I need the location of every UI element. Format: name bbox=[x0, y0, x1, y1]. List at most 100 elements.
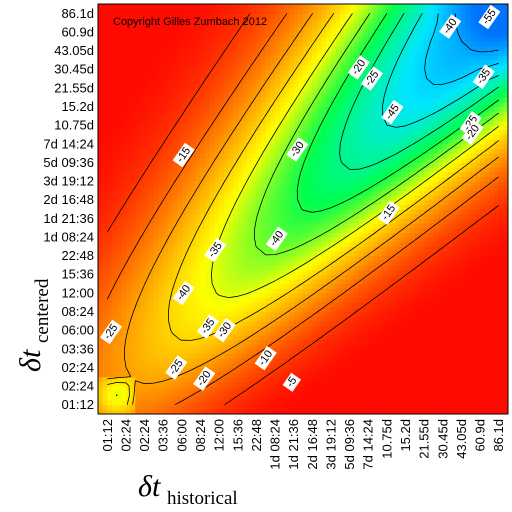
heatmap-cell bbox=[303, 222, 309, 229]
heatmap-cell bbox=[223, 92, 230, 98]
heatmap-cell bbox=[177, 241, 183, 247]
heatmap-cell bbox=[242, 59, 248, 66]
heatmap-cell bbox=[228, 106, 234, 112]
heatmap-cell bbox=[214, 395, 220, 401]
heatmap-cell bbox=[321, 381, 327, 387]
heatmap-cell bbox=[167, 358, 174, 364]
heatmap-cell bbox=[186, 386, 192, 392]
heatmap-cell bbox=[130, 171, 136, 177]
heatmap-cell bbox=[316, 302, 323, 308]
heatmap-cell bbox=[167, 334, 174, 341]
heatmap-cell bbox=[312, 27, 318, 33]
heatmap-cell bbox=[275, 358, 281, 364]
heatmap-cell bbox=[195, 153, 202, 159]
heatmap-cell bbox=[307, 325, 313, 331]
heatmap-cell bbox=[149, 73, 155, 80]
heatmap-cell bbox=[111, 334, 118, 341]
heatmap-cell bbox=[289, 325, 295, 331]
heatmap-cell bbox=[228, 8, 234, 14]
heatmap-cell bbox=[167, 330, 174, 336]
heatmap-cell bbox=[330, 45, 337, 52]
heatmap-cell bbox=[149, 59, 155, 66]
heatmap-cell bbox=[135, 390, 141, 396]
heatmap-cell bbox=[330, 199, 337, 205]
heatmap-cell bbox=[186, 87, 192, 94]
heatmap-cell bbox=[107, 59, 113, 66]
heatmap-cell bbox=[163, 190, 169, 196]
heatmap-cell bbox=[98, 227, 104, 233]
heatmap-cell bbox=[219, 120, 225, 126]
heatmap-cell bbox=[349, 120, 355, 126]
heatmap-cell bbox=[293, 83, 299, 89]
heatmap-cell bbox=[111, 167, 118, 173]
heatmap-cell bbox=[233, 269, 239, 275]
heatmap-cell bbox=[172, 73, 178, 80]
heatmap-cell bbox=[335, 55, 341, 61]
heatmap-cell bbox=[186, 409, 192, 414]
heatmap-cell bbox=[335, 325, 341, 331]
heatmap-cell bbox=[177, 209, 183, 215]
heatmap-cell bbox=[312, 73, 318, 80]
heatmap-cell bbox=[316, 218, 323, 224]
heatmap-cell bbox=[316, 190, 323, 196]
heatmap-cell bbox=[247, 45, 253, 52]
heatmap-cell bbox=[340, 73, 346, 80]
heatmap-cell bbox=[209, 87, 216, 94]
heatmap-cell bbox=[242, 167, 248, 173]
heatmap-cell bbox=[205, 167, 211, 173]
heatmap-cell bbox=[130, 204, 136, 210]
heatmap-cell bbox=[121, 157, 127, 164]
heatmap-cell bbox=[330, 139, 337, 145]
heatmap-cell bbox=[98, 13, 104, 19]
heatmap-cell bbox=[354, 246, 360, 252]
heatmap-cell bbox=[251, 292, 258, 299]
heatmap-cell bbox=[121, 36, 127, 42]
heatmap-cell bbox=[191, 41, 197, 47]
heatmap-cell bbox=[209, 83, 216, 89]
heatmap-cell bbox=[200, 181, 206, 187]
heatmap-cell bbox=[116, 320, 122, 327]
heatmap-cell bbox=[237, 120, 244, 126]
heatmap-cell bbox=[265, 297, 271, 303]
heatmap-cell bbox=[139, 101, 146, 108]
heatmap-cell bbox=[107, 409, 113, 414]
heatmap-cell bbox=[172, 59, 178, 66]
heatmap-cell bbox=[107, 288, 113, 294]
heatmap-cell bbox=[116, 125, 122, 131]
heatmap-cell bbox=[279, 306, 285, 313]
heatmap-cell bbox=[144, 92, 150, 98]
heatmap-cell bbox=[167, 227, 174, 233]
heatmap-cell bbox=[270, 358, 276, 364]
heatmap-cell bbox=[233, 409, 239, 414]
heatmap-cell bbox=[195, 55, 202, 61]
heatmap-cell bbox=[307, 22, 313, 28]
heatmap-cell bbox=[149, 176, 155, 182]
heatmap-cell bbox=[335, 45, 341, 52]
heatmap-cell bbox=[195, 8, 202, 14]
heatmap-cell bbox=[284, 78, 290, 84]
heatmap-cell bbox=[349, 31, 355, 38]
heatmap-cell bbox=[219, 4, 225, 10]
heatmap-cell bbox=[223, 381, 230, 387]
heatmap-cell bbox=[265, 78, 271, 84]
heatmap-cell bbox=[312, 348, 318, 355]
heatmap-cell bbox=[307, 17, 313, 24]
heatmap-cell bbox=[149, 213, 155, 219]
heatmap-cell bbox=[130, 162, 136, 168]
heatmap-cell bbox=[102, 78, 108, 84]
heatmap-cell bbox=[163, 115, 169, 122]
heatmap-cell bbox=[251, 115, 258, 122]
heatmap-cell bbox=[98, 41, 104, 47]
heatmap-cell bbox=[242, 204, 248, 210]
heatmap-cell bbox=[172, 8, 178, 14]
heatmap-cell bbox=[167, 195, 174, 201]
heatmap-cell bbox=[107, 386, 113, 392]
heatmap-cell bbox=[200, 292, 206, 299]
heatmap-cell bbox=[233, 162, 239, 168]
heatmap-cell bbox=[312, 316, 318, 322]
heatmap-cell bbox=[121, 213, 127, 219]
heatmap-cell bbox=[223, 41, 230, 47]
heatmap-cell bbox=[340, 404, 346, 410]
heatmap-cell bbox=[172, 143, 178, 150]
heatmap-cell bbox=[289, 362, 295, 369]
